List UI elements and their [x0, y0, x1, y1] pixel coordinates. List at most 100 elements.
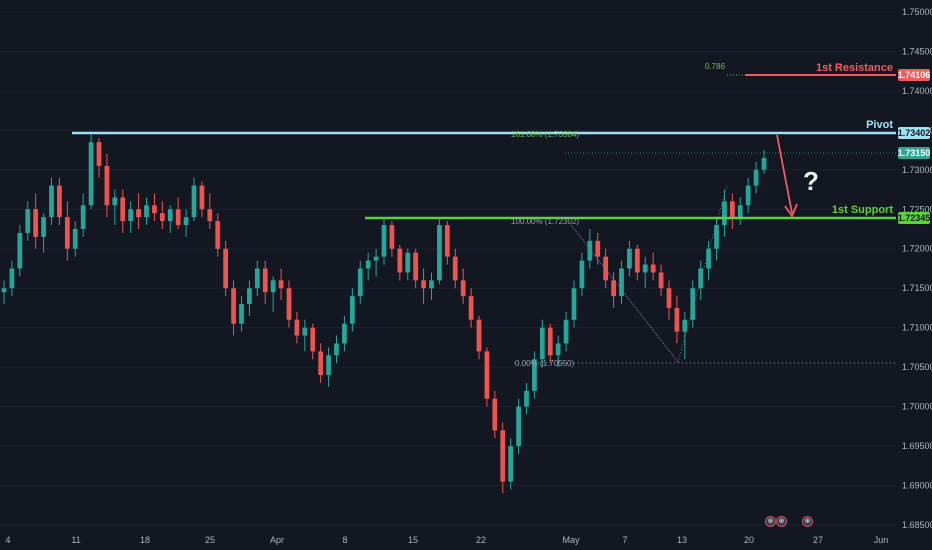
candle-body [254, 268, 260, 289]
time-tick-label: 18 [140, 535, 150, 545]
candles [1, 134, 767, 494]
candle-body [413, 252, 419, 281]
candle-body [270, 280, 276, 293]
candle-body [96, 142, 102, 166]
candle-body [215, 221, 221, 249]
resistance-price-value: 1.74106 [898, 70, 931, 80]
candle-body [516, 406, 521, 447]
candle-body [690, 288, 696, 320]
candle-body [72, 229, 78, 249]
candle-body [41, 217, 46, 237]
candle-body [278, 280, 284, 289]
candle-body [262, 268, 268, 293]
support-label: 1st Support [832, 204, 893, 216]
current-price-badge [898, 147, 930, 159]
candle-body [444, 225, 450, 257]
time-tick-label: 25 [205, 535, 215, 545]
candle-body [373, 256, 379, 261]
price-tick-label: 1.74500 [902, 46, 932, 56]
candle-body [405, 252, 411, 273]
time-axis: 4 11 18 25 Apr 8 15 22 May 7 13 20 27 Jun [5, 535, 888, 545]
support-price-value: 1.72345 [898, 213, 931, 223]
time-tick-label: 27 [813, 535, 823, 545]
projection-arrow [776, 134, 793, 214]
candle-body [674, 307, 680, 332]
candle-body [231, 288, 236, 324]
candle-body [294, 319, 300, 336]
candle-body [120, 197, 126, 222]
price-tick-label: 1.69000 [902, 481, 932, 491]
price-tick-label: 1.71000 [902, 323, 932, 333]
candle-body [532, 359, 537, 391]
candle-body [714, 225, 719, 249]
candle-body [286, 288, 292, 320]
candle-body [88, 142, 94, 206]
candle-body [547, 327, 553, 356]
candle-body [492, 398, 498, 431]
chart-grid [0, 11, 896, 526]
candle-body [128, 209, 134, 222]
candle-body [468, 296, 474, 320]
flag-uk-icon[interactable]: ⊕ [765, 516, 776, 527]
candle-body [729, 201, 735, 218]
candle-body [429, 280, 434, 289]
fib-leg-1 [570, 224, 679, 363]
fib-label-pivot: 161.80% (1.73384) [511, 130, 579, 139]
time-tick-label: 11 [71, 535, 80, 545]
candle-body [476, 319, 482, 352]
candle-body [80, 205, 86, 229]
candle-body [761, 157, 767, 170]
time-tick-label: 13 [677, 535, 687, 545]
candle-body [342, 323, 347, 344]
flag-uk-icon[interactable]: ⊕ [776, 516, 787, 527]
candle-body [175, 209, 181, 226]
time-tick-label: 20 [744, 535, 754, 545]
price-tick-label: 1.69500 [902, 441, 932, 451]
fib-label-zero: 0.00% (1.70550) [515, 359, 574, 368]
time-tick-label: 8 [342, 535, 347, 545]
candle-body [1, 288, 7, 293]
candle-body [595, 240, 601, 257]
candle-body [33, 209, 39, 237]
price-tick-label: 1.70500 [902, 362, 932, 372]
candle-body [658, 272, 664, 289]
candle-body [437, 225, 442, 281]
candle-body [152, 205, 157, 214]
projection-arrowhead [784, 203, 798, 218]
candle-body [745, 185, 751, 206]
candle-body [57, 185, 62, 218]
candle-body [64, 217, 70, 249]
candle-body [334, 343, 339, 356]
candle-body [397, 248, 403, 273]
pivot-price-value: 1.73402 [898, 128, 931, 138]
price-tick-label: 1.68500 [902, 520, 932, 530]
candle-body [706, 248, 711, 269]
candle-body [698, 268, 704, 289]
resistance-price-badge [898, 69, 930, 81]
candle-body [9, 268, 15, 289]
time-tick-label: 4 [5, 535, 10, 545]
question-mark: ? [803, 166, 819, 196]
candle-body [136, 209, 141, 218]
candle-body [17, 232, 23, 269]
current-price-value: 1.73150 [898, 148, 931, 158]
fib-label-support: 100.00% (1.72302) [511, 217, 579, 226]
resistance-label: 1st Resistance [816, 62, 893, 74]
candle-body [587, 240, 593, 261]
candle-body [191, 185, 197, 218]
time-tick-label: 15 [408, 535, 418, 545]
candle-body [349, 296, 355, 324]
candle-body [318, 351, 324, 376]
candle-body [49, 185, 54, 218]
candle-body [365, 260, 371, 269]
candle-body [539, 327, 545, 360]
candle-body [357, 268, 363, 297]
flag-uk-icon[interactable]: ⊕ [802, 516, 813, 527]
price-tick-label: 1.75000 [902, 7, 932, 17]
price-tick-label: 1.72000 [902, 244, 932, 254]
price-tick-label: 1.73000 [902, 165, 932, 175]
candle-body [104, 165, 110, 206]
candle-body [183, 217, 189, 226]
